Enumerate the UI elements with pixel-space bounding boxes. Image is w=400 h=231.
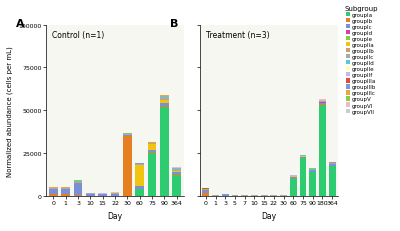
Bar [319, 105, 326, 106]
Bar [86, 194, 95, 196]
Bar [135, 165, 144, 186]
Bar [148, 154, 156, 196]
Bar [319, 103, 326, 105]
Bar [300, 158, 306, 159]
Bar [290, 176, 297, 177]
Bar [148, 143, 156, 144]
Bar [309, 169, 316, 170]
Bar [319, 106, 326, 196]
Bar [148, 151, 156, 153]
Bar [172, 168, 181, 169]
Text: Control (n=1): Control (n=1) [52, 30, 104, 40]
Bar [172, 169, 181, 171]
Bar [74, 195, 82, 196]
Bar [135, 164, 144, 165]
Bar [160, 98, 168, 100]
Bar [329, 162, 336, 163]
Bar [172, 174, 181, 175]
Bar [202, 190, 209, 194]
Bar [49, 194, 58, 196]
Bar [329, 164, 336, 165]
Bar [160, 107, 168, 196]
Bar [111, 194, 119, 196]
Bar [202, 194, 209, 196]
Text: A: A [16, 18, 24, 29]
X-axis label: Day: Day [108, 211, 122, 220]
Bar [49, 188, 58, 189]
Y-axis label: Normalized abundance (cells per mL): Normalized abundance (cells per mL) [6, 46, 13, 176]
Bar [49, 189, 58, 194]
Bar [319, 102, 326, 103]
Bar [98, 195, 107, 196]
Bar [222, 195, 229, 196]
Bar [172, 173, 181, 174]
Bar [290, 179, 297, 196]
Bar [172, 175, 181, 196]
Bar [148, 153, 156, 154]
Bar [148, 142, 156, 143]
Bar [135, 186, 144, 189]
Bar [309, 172, 316, 196]
Bar [62, 188, 70, 189]
Bar [300, 157, 306, 158]
Bar [74, 183, 82, 195]
X-axis label: Day: Day [262, 211, 276, 220]
Bar [309, 170, 316, 172]
Bar [148, 144, 156, 150]
Bar [172, 171, 181, 172]
Text: Treatment (n=3): Treatment (n=3) [206, 30, 269, 40]
Bar [135, 189, 144, 196]
Bar [300, 156, 306, 157]
Bar [62, 189, 70, 194]
Text: B: B [170, 18, 178, 29]
Bar [123, 134, 132, 135]
Bar [319, 100, 326, 101]
Bar [74, 181, 82, 182]
Bar [329, 166, 336, 196]
Bar [300, 159, 306, 196]
Bar [123, 137, 132, 196]
Bar [62, 194, 70, 196]
Bar [123, 136, 132, 137]
Bar [160, 96, 168, 98]
Bar [329, 165, 336, 166]
Bar [160, 100, 168, 103]
Bar [160, 103, 168, 107]
Bar [319, 101, 326, 102]
Legend: groupIa, groupIb, groupIc, groupId, groupIe, groupIIa, groupIIb, groupIIc, group: groupIa, groupIb, groupIc, groupId, grou… [344, 5, 378, 115]
Bar [329, 163, 336, 164]
Bar [290, 177, 297, 179]
